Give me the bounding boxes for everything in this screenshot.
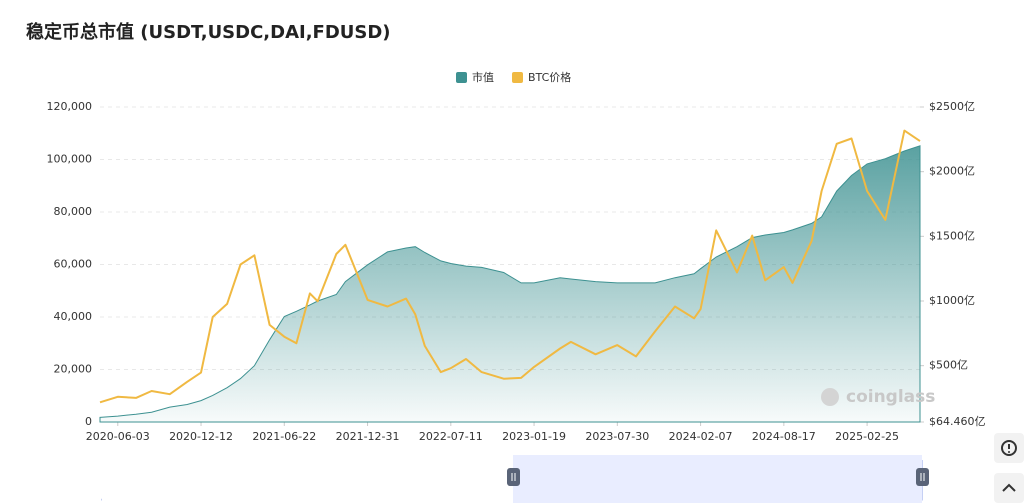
- legend-swatch: [456, 72, 467, 83]
- scroll-top-button[interactable]: [994, 473, 1024, 503]
- x-tick-label: 2021-12-31: [336, 430, 400, 443]
- y2-tick-label: $64.460亿: [929, 415, 986, 428]
- y-tick-label: 60,000: [54, 258, 93, 271]
- legend-label: 市值: [472, 70, 494, 84]
- market-cap-area: [99, 145, 921, 423]
- x-tick-label: 2020-12-12: [169, 430, 233, 443]
- y2-tick-label: $1000亿: [929, 294, 975, 307]
- navigator-handle[interactable]: [916, 468, 929, 486]
- x-tick-label: 2024-08-17: [752, 430, 816, 443]
- legend-swatch: [512, 72, 523, 83]
- x-tick-label: 2021-06-22: [252, 430, 316, 443]
- y2-tick-label: $2000亿: [929, 165, 975, 178]
- y-tick-label: 0: [85, 415, 92, 428]
- x-tick-label: 2025-02-25: [835, 430, 899, 443]
- y2-tick-label: $1500亿: [929, 229, 975, 242]
- x-tick-label: 2022-07-11: [419, 430, 483, 443]
- watermark: coinglass: [821, 387, 935, 407]
- y2-tick-label: $2500亿: [929, 100, 975, 113]
- btc-price-line: [99, 129, 921, 404]
- y2-tick-label: $500亿: [929, 359, 968, 372]
- y-tick-label: 100,000: [47, 153, 93, 166]
- x-tick-label: 2020-06-03: [86, 430, 150, 443]
- navigator-handle[interactable]: [507, 468, 520, 486]
- legend-label: BTC价格: [528, 70, 571, 84]
- y-tick-label: 120,000: [47, 100, 93, 113]
- x-tick-label: 2024-02-07: [669, 430, 733, 443]
- y-tick-label: 80,000: [54, 205, 93, 218]
- alert-button[interactable]: [994, 433, 1024, 463]
- x-tick-label: 2023-07-30: [585, 430, 649, 443]
- chart-title: 稳定币总市值 (USDT,USDC,DAI,FDUSD): [26, 21, 391, 43]
- watermark-text: coinglass: [846, 387, 935, 407]
- navigator-selection[interactable]: [513, 455, 922, 503]
- y-tick-label: 20,000: [54, 363, 93, 376]
- y-tick-label: 40,000: [54, 310, 93, 323]
- x-tick-label: 2023-01-19: [502, 430, 566, 443]
